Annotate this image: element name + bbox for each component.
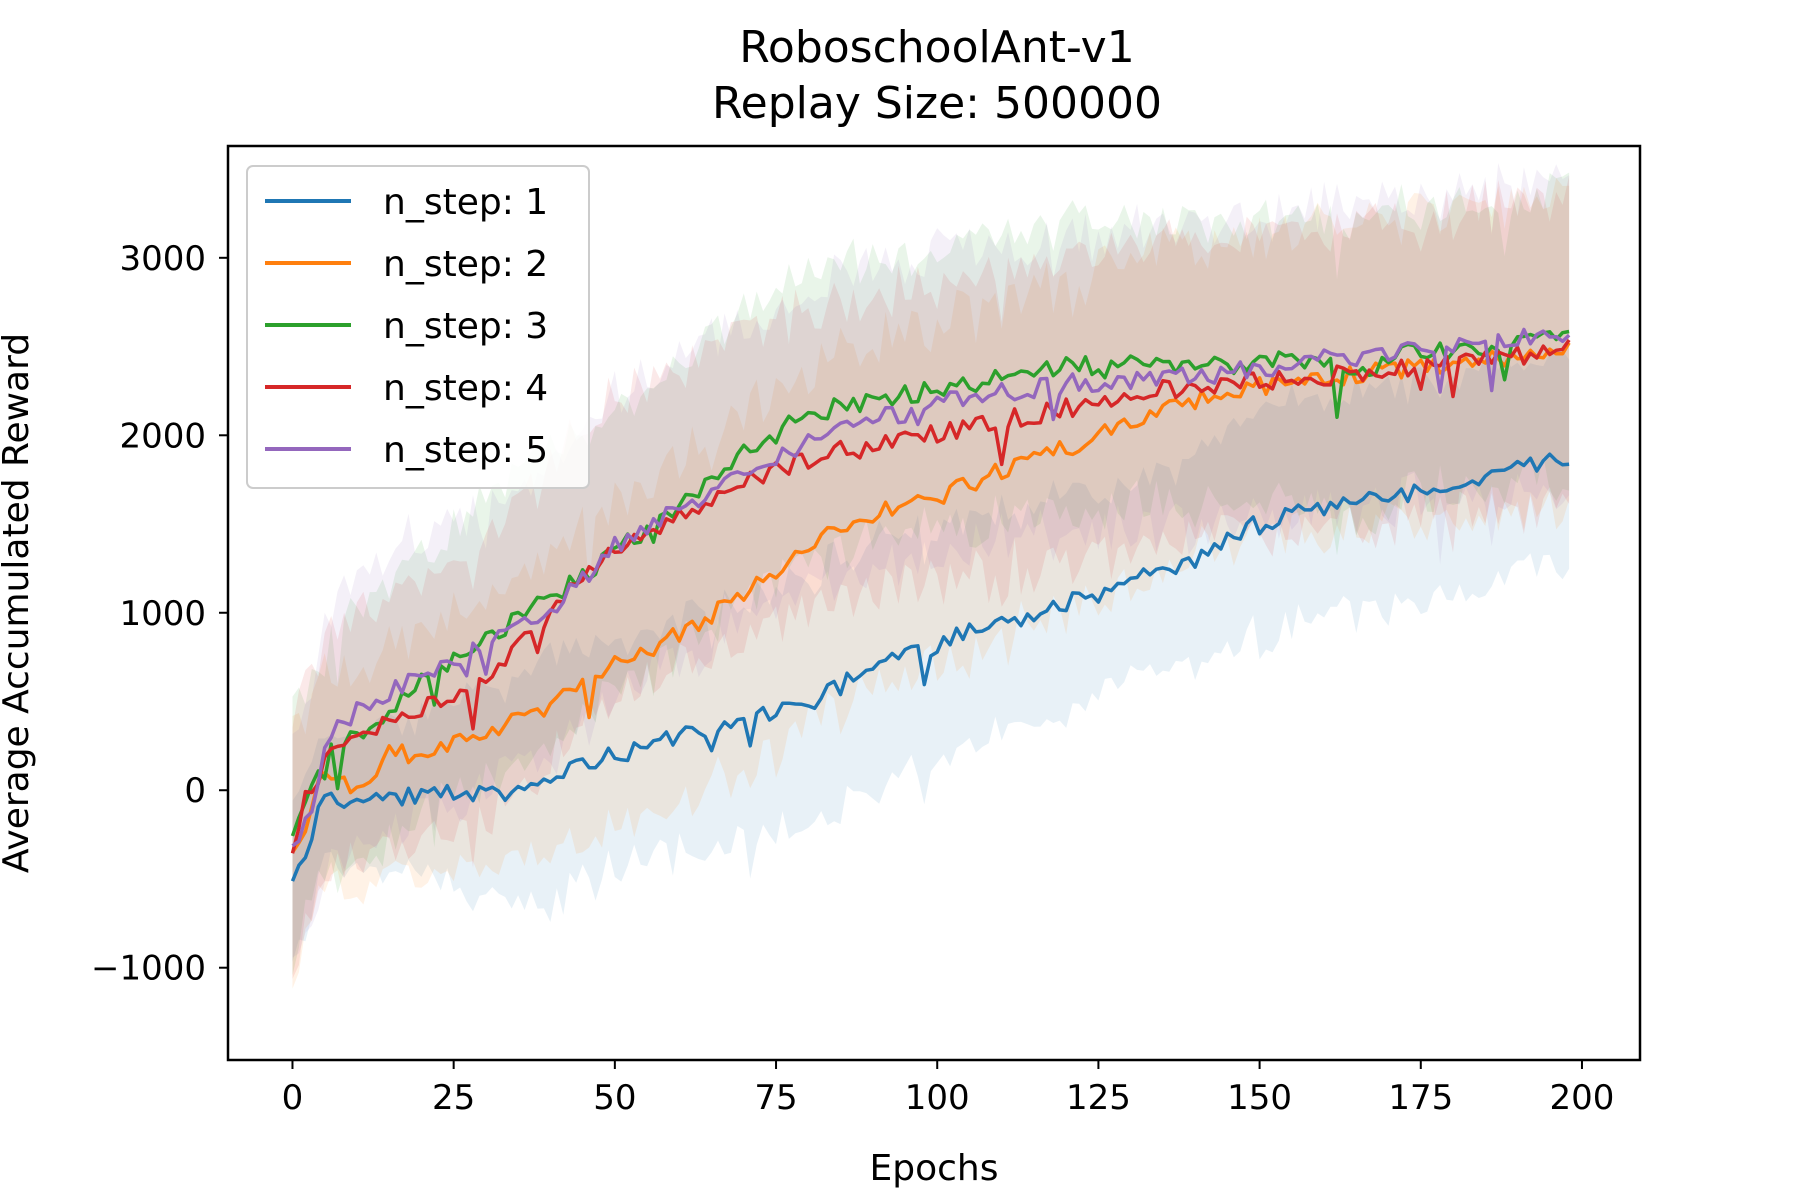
y-tick-label: 1000	[119, 594, 206, 634]
x-tick-label: 0	[282, 1078, 304, 1118]
plot-frame	[226, 144, 1642, 1062]
x-tick-label: 75	[754, 1078, 797, 1118]
line-series-4	[290, 338, 1571, 854]
band-series-4	[292, 175, 1570, 979]
y-tick-label: 0	[184, 771, 206, 811]
y-tick-label: −1000	[91, 949, 206, 989]
legend-label: n_step: 4	[383, 368, 548, 409]
legend-label: n_step: 2	[383, 244, 548, 285]
line-series-2	[291, 341, 1571, 854]
x-tick-label: 100	[905, 1078, 970, 1118]
legend-label: n_step: 5	[383, 430, 548, 471]
legend: n_step: 1 n_step: 2 n_step: 3 n_step: 4 n_st…	[246, 165, 590, 489]
y-axis-ticks: −1000 0 1000 2000 3000	[91, 239, 228, 989]
y-tick-label: 2000	[119, 416, 206, 456]
x-tick-label: 25	[432, 1078, 475, 1118]
legend-label: n_step: 3	[383, 306, 548, 347]
line-series-1	[290, 452, 1570, 882]
x-tick-label: 50	[593, 1078, 636, 1118]
x-tick-label: 125	[1066, 1078, 1131, 1118]
y-tick-label: 3000	[119, 239, 206, 279]
x-axis-ticks: 0 25 50 75 100 125 150 175 200	[282, 1060, 1615, 1118]
x-axis-label: Epochs	[870, 1148, 999, 1189]
x-tick-label: 200	[1550, 1078, 1615, 1118]
y-axis-label: Average Accumulated Reward	[0, 333, 37, 873]
line-series-5	[291, 327, 1571, 848]
legend-box	[246, 165, 590, 489]
chart-title: RoboschoolAnt-v1	[739, 22, 1134, 73]
x-tick-label: 175	[1388, 1078, 1453, 1118]
series-lines	[290, 327, 1571, 882]
chart-subtitle: Replay Size: 500000	[712, 78, 1162, 129]
band-series-2	[292, 178, 1570, 989]
legend-label: n_step: 1	[383, 182, 548, 223]
x-tick-label: 150	[1227, 1078, 1292, 1118]
band-series-5	[292, 163, 1570, 958]
